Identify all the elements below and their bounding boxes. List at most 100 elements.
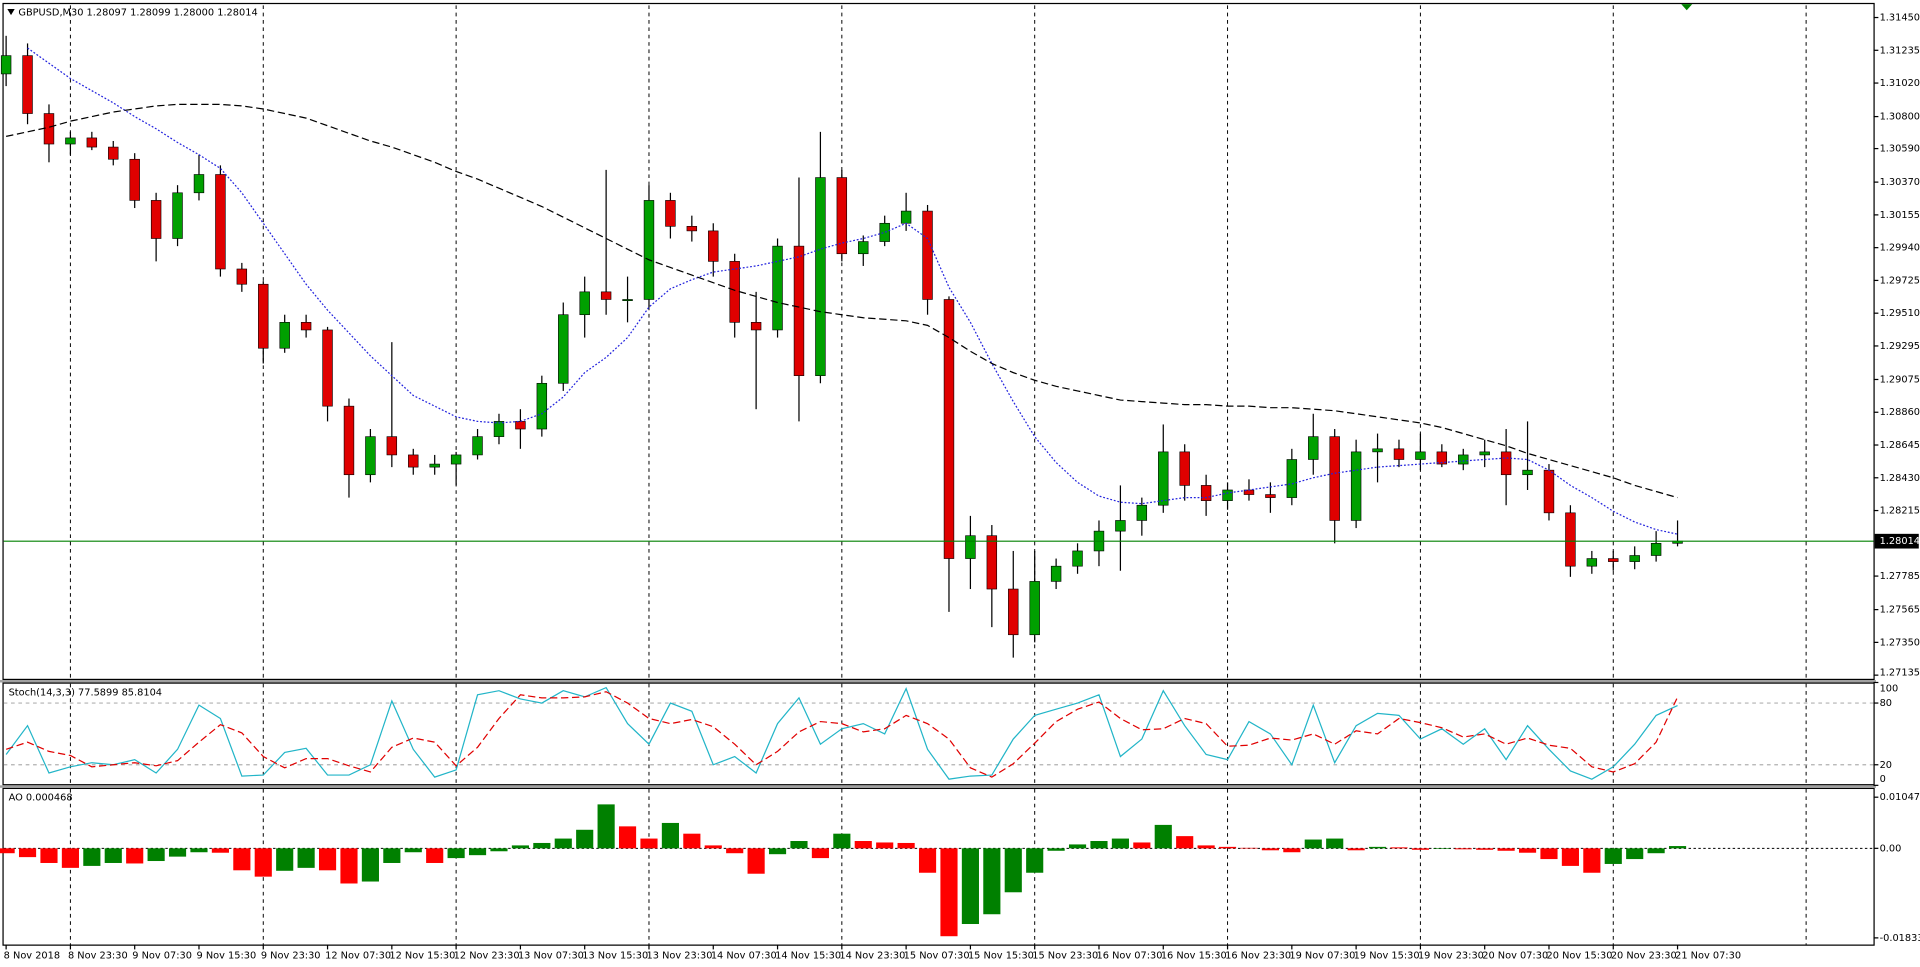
candle-body xyxy=(1115,520,1126,532)
candle-body xyxy=(836,177,848,255)
candle-body xyxy=(279,322,290,349)
x-tick-label: 16 Nov 23:30 xyxy=(1225,951,1291,962)
candle-body xyxy=(600,291,612,300)
y-tick-label: 1.28215 xyxy=(1880,506,1920,517)
candle-body xyxy=(1479,451,1490,456)
ao-bar xyxy=(1561,848,1579,866)
candle-body xyxy=(300,322,312,331)
x-tick-label: 16 Nov 15:30 xyxy=(1161,951,1227,962)
panel-frames xyxy=(0,2,1876,946)
ao-bar xyxy=(1604,848,1622,864)
ao-bar xyxy=(211,848,229,853)
candle-body xyxy=(1500,451,1512,476)
ao-bar xyxy=(1240,847,1258,849)
candle-body xyxy=(172,192,183,239)
y-tick-label: 1.31450 xyxy=(1880,13,1920,24)
candle-body xyxy=(986,535,998,590)
ao-bar xyxy=(1133,842,1151,849)
ao-bar xyxy=(361,848,379,882)
y-tick-label: -0.018339 xyxy=(1880,933,1920,944)
candle-body xyxy=(1008,588,1019,636)
candle-body xyxy=(1415,451,1426,460)
candle-body xyxy=(1372,448,1383,453)
ao-bar xyxy=(683,833,701,849)
y-tick-label: 1.30590 xyxy=(1880,144,1920,155)
candle-body xyxy=(965,535,976,559)
ao-bar xyxy=(1283,848,1301,853)
y-tick-label: 1.27350 xyxy=(1880,637,1920,648)
candle-body xyxy=(386,436,398,456)
candle-body xyxy=(1522,469,1533,476)
ao-bar xyxy=(1626,848,1644,860)
shift-marker xyxy=(1681,4,1693,11)
y-tick-label: 20 xyxy=(1880,760,1892,771)
stoch-title: Stoch(14,3,3) 77.5899 85.8104 xyxy=(9,687,162,698)
symbol-menu-icon xyxy=(7,9,15,16)
ao-bar xyxy=(426,848,444,863)
candle-body xyxy=(643,200,655,300)
candle-body xyxy=(879,222,890,242)
candle-body xyxy=(22,55,33,114)
ao-bar xyxy=(640,838,658,849)
current-price-label: 1.28014 xyxy=(1880,536,1920,547)
x-tick-label: 9 Nov 23:30 xyxy=(261,951,321,962)
y-tick-label: 1.29295 xyxy=(1880,341,1920,352)
x-tick-label: 9 Nov 15:30 xyxy=(197,951,257,962)
candle-body xyxy=(1308,436,1319,460)
y-tick-label: 1.28645 xyxy=(1880,440,1920,451)
ao-bar xyxy=(1518,848,1537,853)
candle-body xyxy=(1050,565,1062,582)
ao-bar xyxy=(704,845,722,849)
candle-body xyxy=(1436,451,1448,465)
x-tick-label: 19 Nov 07:30 xyxy=(1289,951,1355,962)
ao-bar xyxy=(0,848,15,854)
candle-body xyxy=(86,137,98,148)
y-tick-label: 1.28860 xyxy=(1880,407,1920,418)
ao-bar xyxy=(618,826,637,849)
ao-bar xyxy=(1347,848,1365,851)
candle-body xyxy=(1586,558,1598,567)
ao-bar xyxy=(1261,848,1279,851)
y-tick-label: 1.31020 xyxy=(1880,78,1920,89)
candle-body xyxy=(1072,550,1083,567)
ao-bar xyxy=(297,848,315,868)
ao-bar xyxy=(1304,839,1322,849)
y-tick-label: 80 xyxy=(1880,698,1892,709)
candle-body xyxy=(1393,448,1405,460)
ao-bar xyxy=(1390,847,1408,849)
y-tick-label: 0 xyxy=(1880,774,1886,785)
y-tick-label: 1.30800 xyxy=(1880,112,1920,123)
candle-body xyxy=(858,241,869,255)
candle-body xyxy=(579,291,590,316)
candle-body xyxy=(1158,451,1169,506)
candle-body xyxy=(750,322,762,331)
candle-body xyxy=(1458,454,1469,465)
x-tick-label: 14 Nov 15:30 xyxy=(775,951,841,962)
ao-bar xyxy=(1176,836,1194,849)
x-tick-label: 20 Nov 23:30 xyxy=(1611,951,1677,962)
ao-bar xyxy=(1497,848,1515,851)
ao-bar xyxy=(983,848,1001,915)
ao-bar xyxy=(1090,841,1108,849)
ao-bar xyxy=(726,848,744,854)
ao-bar xyxy=(876,842,894,849)
candle-body xyxy=(558,314,569,384)
ao-bar xyxy=(147,848,165,862)
candle-body xyxy=(665,200,676,227)
ao-bar xyxy=(833,833,851,849)
ao-bar xyxy=(1004,848,1022,893)
ao-bar xyxy=(1068,844,1087,849)
candle-body xyxy=(943,299,955,559)
ao-bar xyxy=(768,848,787,855)
ao-bar xyxy=(897,842,915,849)
oscillator-line xyxy=(5,686,1678,780)
candle-body xyxy=(129,158,140,201)
y-tick-label: 1.30155 xyxy=(1880,210,1920,221)
candle-body xyxy=(793,245,805,376)
candle-body xyxy=(493,421,505,437)
ao-bar xyxy=(340,848,358,884)
x-tick-label: 15 Nov 23:30 xyxy=(1032,951,1098,962)
y-tick-label: 1.29940 xyxy=(1880,243,1920,254)
candle-body xyxy=(343,405,355,476)
